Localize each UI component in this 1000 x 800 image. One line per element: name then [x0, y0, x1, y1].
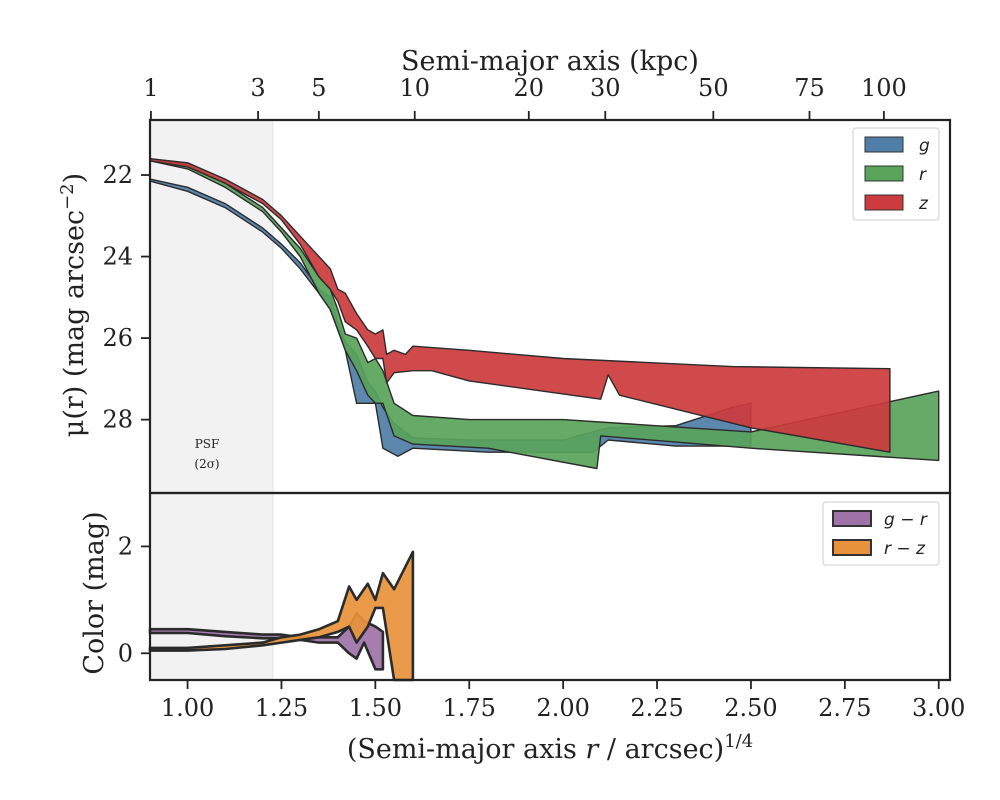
- legend-swatch-z: [864, 194, 904, 211]
- x-tick-label: 3.00: [912, 694, 965, 722]
- ticks: 1.00 1.25 1.50 1.75 2.00 2.25 2.50 2.75 3.00 22 24…: [102, 74, 965, 722]
- kpc-tick-label: 50: [698, 74, 729, 102]
- surface-brightness-areas: [149, 157, 940, 470]
- legend-label-g: g: [919, 136, 930, 156]
- area-z: [149, 157, 891, 453]
- legend-swatch-r-z: [832, 539, 872, 556]
- psf-label: PSF: [195, 437, 220, 451]
- kpc-tick-label: 75: [794, 74, 825, 102]
- legend-bottom: g − r r − z: [822, 501, 940, 566]
- top-axis-title: Semi-major axis (kpc): [401, 46, 699, 77]
- x-tick-label: 1.00: [161, 694, 214, 722]
- kpc-tick-label: 100: [861, 74, 907, 102]
- bottom-y-axis-title: Color (mag): [79, 511, 110, 674]
- psf-shaded-region-bottom: [149, 492, 274, 681]
- kpc-tick-label: 3: [250, 74, 265, 102]
- kpc-tick-label: 10: [399, 74, 430, 102]
- top-y-axis-title: μ(r) (mag arcsec−2): [57, 173, 90, 437]
- y-tick-label: 22: [102, 161, 133, 189]
- legend-label-z: z: [918, 194, 929, 214]
- x-tick-label: 1.25: [255, 694, 308, 722]
- y-tick-label: 24: [102, 243, 133, 271]
- legend-label-g-r: g − r: [884, 510, 928, 530]
- legend-label-r: r: [919, 165, 927, 185]
- x-tick-label: 1.75: [443, 694, 496, 722]
- y-tick-label: 26: [102, 324, 133, 352]
- legend-swatch-g-r: [832, 510, 872, 527]
- legend-top: g r z: [852, 127, 940, 221]
- x-tick-label: 2.00: [536, 694, 589, 722]
- legend-swatch-g: [864, 136, 904, 153]
- psf-sigma-label: (2σ): [194, 457, 219, 471]
- kpc-tick-label: 20: [514, 74, 545, 102]
- x-tick-label: 2.75: [818, 694, 871, 722]
- color-y-tick-label: 2: [118, 532, 133, 560]
- x-tick-label: 2.50: [724, 694, 777, 722]
- legend-swatch-r: [864, 165, 904, 182]
- color-y-tick-label: 0: [118, 639, 133, 667]
- kpc-tick-label: 5: [311, 74, 326, 102]
- x-tick-label: 2.25: [630, 694, 683, 722]
- x-tick-label: 1.50: [349, 694, 402, 722]
- y-tick-label: 28: [102, 406, 133, 434]
- kpc-tick-label: 1: [143, 74, 158, 102]
- legend-label-r-z: r − z: [884, 539, 926, 559]
- kpc-tick-label: 30: [590, 74, 621, 102]
- x-axis-title: (Semi-major axis r / arcsec)1/4: [347, 731, 753, 765]
- bottom-panel-frame: [148, 491, 952, 682]
- psf-shaded-region-top: [149, 119, 274, 494]
